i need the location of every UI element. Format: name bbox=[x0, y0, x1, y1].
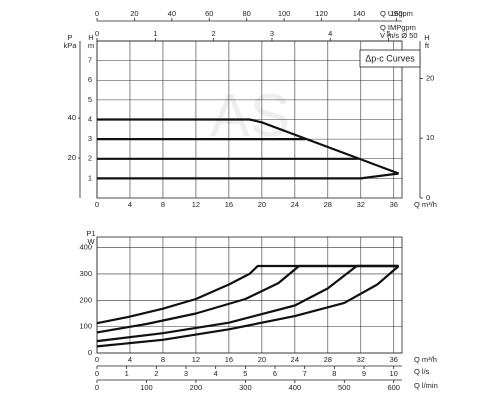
y-axis-unit: W bbox=[87, 237, 95, 246]
bottom-tick-label: 7 bbox=[303, 369, 307, 378]
top-tick-label: 120 bbox=[315, 9, 328, 18]
x-tick-label: 20 bbox=[258, 200, 266, 209]
watermark: AS bbox=[210, 82, 290, 149]
bottom-tick-label: 3 bbox=[184, 369, 188, 378]
bottom-tick-label: 600 bbox=[387, 383, 400, 392]
legend-label: Δp-c Curves bbox=[365, 53, 415, 63]
bottom-tick-label: 100 bbox=[140, 383, 153, 392]
bottom-tick-label: 300 bbox=[239, 383, 252, 392]
y-tick-label: 0 bbox=[88, 348, 92, 357]
y3-axis-label: P bbox=[67, 33, 72, 42]
plot-frame bbox=[96, 236, 403, 354]
x-tick-label: 32 bbox=[357, 200, 365, 209]
x-tick-label: 32 bbox=[357, 355, 365, 364]
top-tick-label: 100 bbox=[278, 9, 291, 18]
bottom-tick-label: 8 bbox=[332, 369, 336, 378]
x-tick-label: 24 bbox=[291, 200, 299, 209]
y-tick-label: 300 bbox=[79, 269, 92, 278]
top-tick-label: 160 bbox=[390, 9, 403, 18]
curve bbox=[96, 264, 399, 334]
y-tick-label: 6 bbox=[88, 75, 92, 84]
bottom-tick-label: 200 bbox=[190, 383, 203, 392]
top-tick-label: 1 bbox=[153, 29, 157, 38]
y-axis-label: H bbox=[88, 33, 93, 42]
curve bbox=[96, 264, 399, 343]
x-tick-label: 4 bbox=[128, 355, 132, 364]
y3-tick-label: 40 bbox=[68, 113, 76, 122]
y-axis-unit: m bbox=[88, 41, 94, 50]
curve bbox=[96, 264, 399, 325]
x-tick-label: 24 bbox=[291, 355, 299, 364]
y-tick-label: 400 bbox=[79, 243, 92, 252]
x-tick-label: 0 bbox=[95, 355, 99, 364]
x-tick-label: 8 bbox=[161, 355, 165, 364]
y-tick-label: 4 bbox=[88, 114, 92, 123]
curve bbox=[97, 172, 399, 180]
bottom-tick-label: 400 bbox=[289, 383, 302, 392]
y2-tick-label: 0 bbox=[426, 193, 430, 202]
bottom-tick-label: 1 bbox=[125, 369, 129, 378]
top-tick-label: 80 bbox=[243, 9, 251, 18]
y2-tick-label: 10 bbox=[426, 133, 434, 142]
top-tick-label: 0 bbox=[95, 9, 99, 18]
bottom-tick-label: 6 bbox=[273, 369, 277, 378]
y-tick-label: 200 bbox=[79, 295, 92, 304]
curve bbox=[96, 265, 400, 348]
y3-axis-unit: kPa bbox=[64, 41, 78, 50]
curve bbox=[97, 118, 400, 175]
top-axis-label: V m/s Ø 50 bbox=[380, 31, 418, 40]
top-tick-label: 4 bbox=[328, 29, 332, 38]
top-tick-label: 140 bbox=[353, 9, 366, 18]
x-axis-label: Q m³/h bbox=[414, 200, 437, 209]
top-tick-label: 2 bbox=[212, 29, 216, 38]
y-axis-label: P1 bbox=[86, 229, 95, 238]
bottom-tick-label: 4 bbox=[214, 369, 218, 378]
top-tick-label: 20 bbox=[130, 9, 138, 18]
top-tick-label: 60 bbox=[205, 9, 213, 18]
y2-tick-label: 20 bbox=[426, 73, 434, 82]
bottom-tick-label: 0 bbox=[95, 369, 99, 378]
x-tick-label: 28 bbox=[324, 200, 332, 209]
x-axis-label: Q m³/h bbox=[414, 355, 437, 364]
x-tick-label: 36 bbox=[390, 355, 398, 364]
x-tick-label: 20 bbox=[258, 355, 266, 364]
x-tick-label: 36 bbox=[390, 200, 398, 209]
x-tick-label: 8 bbox=[161, 200, 165, 209]
bottom-tick-label: 500 bbox=[338, 383, 351, 392]
bottom-tick-label: 10 bbox=[390, 369, 398, 378]
bottom-tick-label: 5 bbox=[243, 369, 247, 378]
bottom-axis-label: Q l/s bbox=[414, 367, 430, 376]
top-tick-label: 3 bbox=[270, 29, 274, 38]
x-tick-label: 16 bbox=[225, 200, 233, 209]
bottom-tick-label: 2 bbox=[154, 369, 158, 378]
bottom-axis-label: Q l/min bbox=[414, 381, 438, 390]
top-tick-label: 0 bbox=[95, 29, 99, 38]
y2-axis-label: H bbox=[424, 33, 429, 42]
legend-box bbox=[359, 49, 421, 68]
y-tick-label: 5 bbox=[88, 95, 92, 104]
x-tick-label: 12 bbox=[192, 200, 200, 209]
y-tick-label: 2 bbox=[88, 154, 92, 163]
top-tick-label: 40 bbox=[168, 9, 176, 18]
y3-tick-label: 20 bbox=[68, 153, 76, 162]
y-tick-label: 7 bbox=[88, 56, 92, 65]
x-tick-label: 12 bbox=[192, 355, 200, 364]
y-tick-label: 3 bbox=[88, 134, 92, 143]
top-axis-label: Q USgpm bbox=[380, 9, 413, 18]
x-tick-label: 16 bbox=[225, 355, 233, 364]
y2-axis-unit: ft bbox=[425, 41, 430, 50]
bottom-tick-label: 0 bbox=[95, 383, 99, 392]
x-tick-label: 28 bbox=[324, 355, 332, 364]
x-tick-label: 0 bbox=[95, 200, 99, 209]
top-axis-label: Q IMPgpm bbox=[380, 23, 416, 32]
x-tick-label: 4 bbox=[128, 200, 132, 209]
y-tick-label: 100 bbox=[79, 322, 92, 331]
y-tick-label: 1 bbox=[88, 173, 92, 182]
top-tick-label: 5 bbox=[387, 29, 391, 38]
bottom-tick-label: 9 bbox=[362, 369, 366, 378]
